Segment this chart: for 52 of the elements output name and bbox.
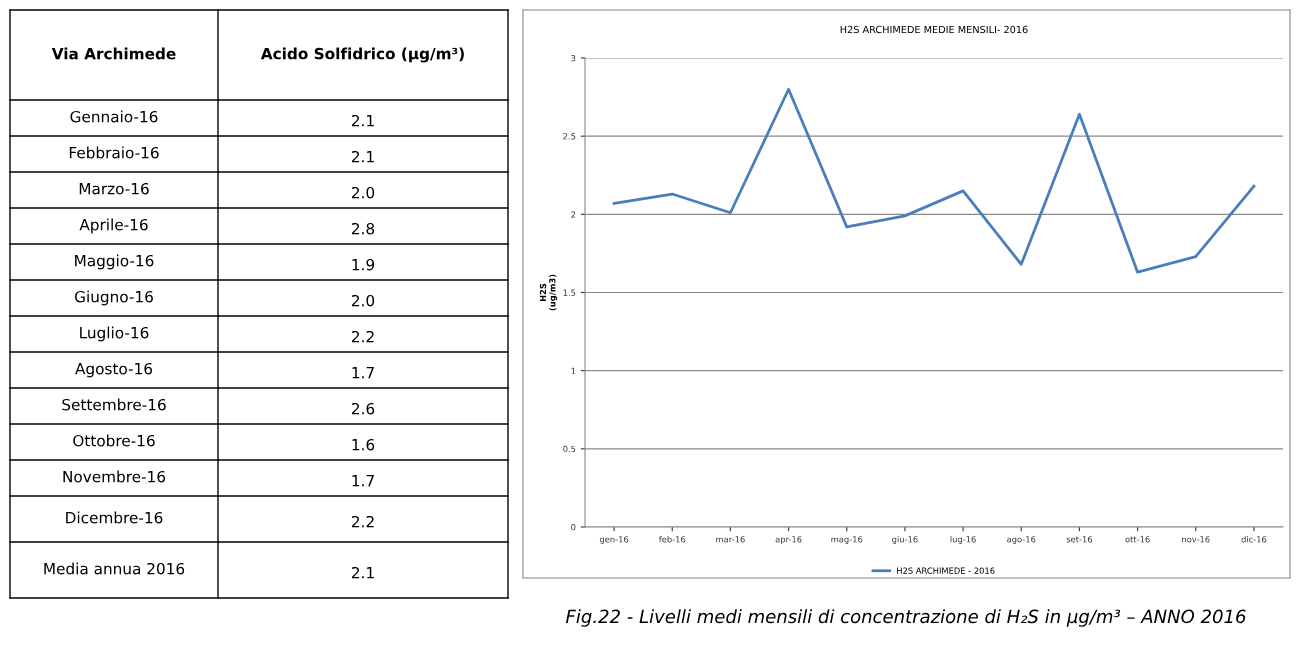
text: 2.0 (351, 294, 375, 307)
x-tick-label: mag-16 (831, 536, 863, 545)
chart-title: H2S ARCHIMEDE MEDIE MENSILI- 2016 (840, 25, 1028, 34)
x-tick-label: dic-16 (1241, 536, 1267, 543)
x-tick-label: ago-16 (1007, 536, 1036, 545)
y-tick-label: 2 (571, 211, 576, 218)
text: 1.6 (352, 438, 375, 451)
line-series (612, 87, 1256, 274)
text: 1.7 (352, 475, 374, 487)
x-tick-label: mar-16 (716, 536, 745, 543)
category-label: Aprile-16 (79, 218, 148, 234)
text: Via Archimede (51, 47, 176, 60)
text: 2.8 (351, 222, 375, 235)
category-label: Febbraio-16 (69, 146, 159, 159)
category-label: Settembre-16 (62, 398, 166, 411)
x-tick-label: gen-16 (599, 536, 629, 545)
category-label: Media annua 2016 (44, 562, 185, 575)
x-tick-label: lug-16 (950, 536, 976, 545)
y-tick-label: 0 (571, 523, 576, 531)
y-tick-label: 3 (571, 54, 576, 62)
category-label: Giugno-16 (74, 290, 153, 306)
y-axis-title: H2S (ug/m3) (539, 274, 558, 311)
text: 2.0 (351, 186, 375, 199)
legend-label: H2S ARCHIMEDE - 2016 (897, 567, 995, 574)
text: Acido Solfidrico (µg/m³) (260, 47, 464, 63)
category-label: Ottobre-16 (73, 434, 155, 447)
y-tick-label: 1.5 (563, 289, 576, 296)
x-tick-label: giu-16 (892, 536, 918, 545)
x-tick-label: feb-16 (658, 536, 686, 543)
x-tick-label: apr-16 (775, 536, 802, 545)
text: 1.7 (352, 367, 374, 379)
category-label: Luglio-16 (80, 326, 149, 342)
category-label: Maggio-16 (75, 254, 154, 270)
text: 2.2 (351, 515, 374, 528)
text: 1.9 (352, 258, 375, 271)
y-tick-label: 1 (571, 367, 576, 374)
x-tick-label: ott-16 (1125, 536, 1150, 543)
category-label: Dicembre-16 (66, 511, 163, 524)
caption: Fig.22 - Livelli medi mensili di concentrazione di H₂S in µg/m³ – ANNO 2016 (565, 609, 1246, 627)
text: 2.1 (351, 566, 374, 579)
text: 2.1 (351, 150, 374, 163)
category-label: Marzo-16 (79, 182, 149, 195)
x-tick-label: nov-16 (1182, 536, 1210, 543)
text: 2.6 (351, 402, 375, 415)
category-label: Gennaio-16 (70, 110, 158, 123)
x-tick-label: set-16 (1066, 536, 1093, 543)
text: 2.2 (351, 330, 374, 343)
category-label: Agosto-16 (75, 362, 153, 378)
y-tick-label: 0.5 (563, 445, 576, 453)
category-label: Novembre-16 (63, 470, 166, 483)
y-tick-label: 2.5 (563, 133, 576, 140)
text: 2.1 (351, 114, 374, 127)
